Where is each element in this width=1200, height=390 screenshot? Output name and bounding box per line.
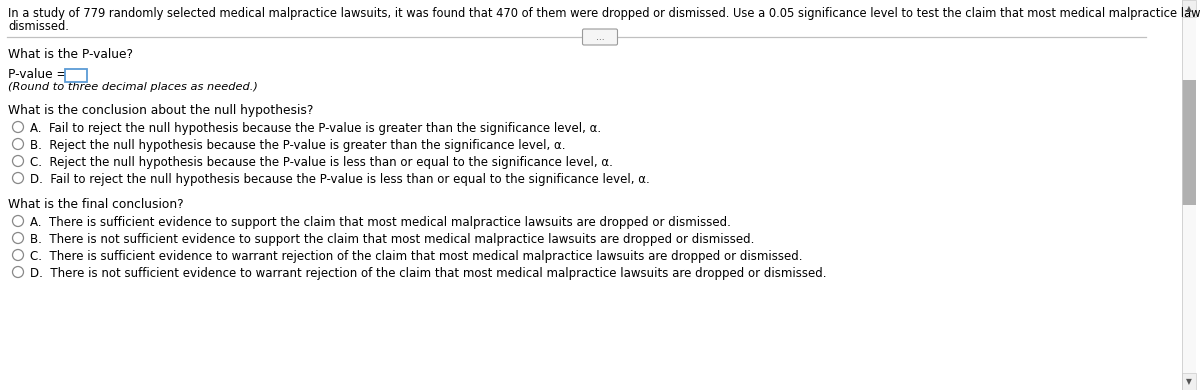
FancyBboxPatch shape	[582, 29, 618, 45]
Text: P-value =: P-value =	[8, 68, 71, 81]
Text: (Round to three decimal places as needed.): (Round to three decimal places as needed…	[8, 82, 258, 92]
Text: A.  Fail to reject the null hypothesis because the P-value is greater than the s: A. Fail to reject the null hypothesis be…	[30, 122, 601, 135]
Text: B.  There is not sufficient evidence to support the claim that most medical malp: B. There is not sufficient evidence to s…	[30, 233, 755, 246]
Text: D.  There is not sufficient evidence to warrant rejection of the claim that most: D. There is not sufficient evidence to w…	[30, 267, 827, 280]
FancyBboxPatch shape	[65, 69, 88, 82]
Bar	[1182, 80, 1196, 205]
Text: In a study of 779 randomly selected medical malpractice lawsuits, it was found t: In a study of 779 randomly selected medi…	[8, 7, 1200, 20]
Text: B.  Reject the null hypothesis because the P-value is greater than the significa: B. Reject the null hypothesis because th…	[30, 139, 565, 152]
Text: What is the conclusion about the null hypothesis?: What is the conclusion about the null hy…	[8, 104, 313, 117]
Text: ▼: ▼	[1186, 377, 1192, 386]
Text: dismissed.: dismissed.	[8, 20, 68, 33]
Bar	[1182, 373, 1196, 390]
Text: A.  There is sufficient evidence to support the claim that most medical malpract: A. There is sufficient evidence to suppo…	[30, 216, 731, 229]
Text: What is the final conclusion?: What is the final conclusion?	[8, 198, 184, 211]
Bar	[1182, 0, 1196, 17]
Text: ▲: ▲	[1186, 4, 1192, 13]
Text: C.  There is sufficient evidence to warrant rejection of the claim that most med: C. There is sufficient evidence to warra…	[30, 250, 803, 263]
Bar	[1182, 0, 1196, 390]
Text: ...: ...	[595, 32, 605, 41]
Text: D.  Fail to reject the null hypothesis because the P-value is less than or equal: D. Fail to reject the null hypothesis be…	[30, 173, 649, 186]
Text: C.  Reject the null hypothesis because the P-value is less than or equal to the : C. Reject the null hypothesis because th…	[30, 156, 613, 169]
Text: What is the P-value?: What is the P-value?	[8, 48, 133, 61]
